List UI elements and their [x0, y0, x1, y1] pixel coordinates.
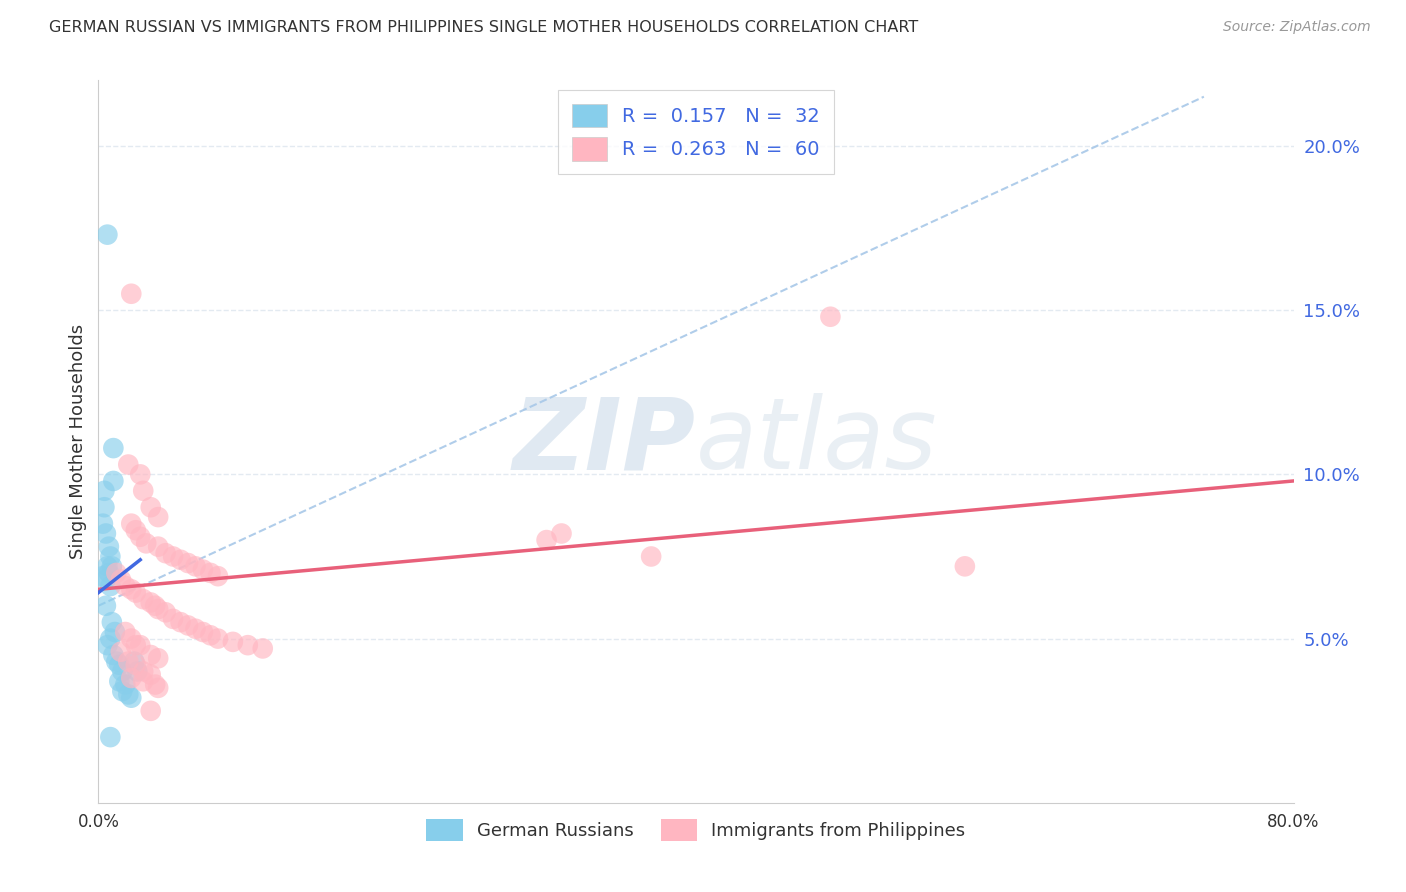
Point [120, 671, 142, 685]
Point [117, 458, 139, 472]
Point [97, 566, 120, 580]
Text: atlas: atlas [696, 393, 938, 490]
Point [139, 648, 162, 662]
Point [953, 559, 976, 574]
Text: ZIP: ZIP [513, 393, 696, 490]
Point [105, 655, 128, 669]
Point [143, 677, 166, 691]
Point [108, 657, 131, 672]
Point [91, 516, 114, 531]
Point [96, 227, 118, 242]
Point [536, 533, 558, 547]
Point [97, 540, 120, 554]
Point [125, 657, 148, 672]
Point [104, 625, 127, 640]
Point [184, 622, 207, 636]
Point [148, 651, 170, 665]
Point [117, 655, 139, 669]
Point [135, 536, 157, 550]
Point [200, 566, 222, 580]
Point [120, 632, 142, 646]
Point [550, 526, 572, 541]
Point [110, 573, 132, 587]
Point [222, 635, 245, 649]
Point [103, 441, 125, 455]
Point [114, 677, 136, 691]
Point [191, 625, 214, 640]
Text: Source: ZipAtlas.com: Source: ZipAtlas.com [1223, 20, 1371, 34]
Point [155, 546, 177, 560]
Point [132, 483, 155, 498]
Point [129, 638, 152, 652]
Legend: German Russians, Immigrants from Philippines: German Russians, Immigrants from Philipp… [419, 812, 973, 848]
Point [110, 645, 132, 659]
Point [93, 500, 115, 515]
Point [94, 526, 117, 541]
Point [111, 665, 134, 679]
Point [124, 655, 146, 669]
Point [169, 553, 191, 567]
Point [120, 286, 142, 301]
Point [125, 585, 148, 599]
Text: GERMAN RUSSIAN VS IMMIGRANTS FROM PHILIPPINES SINGLE MOTHER HOUSEHOLDS CORRELATI: GERMAN RUSSIAN VS IMMIGRANTS FROM PHILIP… [49, 20, 918, 35]
Point [162, 549, 184, 564]
Point [94, 573, 117, 587]
Point [640, 549, 662, 564]
Point [207, 632, 229, 646]
Point [120, 690, 142, 705]
Point [139, 595, 162, 609]
Point [177, 556, 200, 570]
Point [114, 625, 136, 640]
Point [820, 310, 842, 324]
Point [169, 615, 191, 630]
Point [117, 687, 139, 701]
Point [148, 510, 170, 524]
Point [184, 559, 207, 574]
Point [143, 599, 166, 613]
Point [93, 483, 115, 498]
Point [120, 516, 142, 531]
Point [91, 569, 114, 583]
Point [103, 648, 125, 662]
Point [177, 618, 200, 632]
Point [98, 549, 122, 564]
Point [162, 612, 184, 626]
Point [96, 638, 118, 652]
Point [207, 569, 229, 583]
Point [125, 523, 148, 537]
Point [139, 500, 162, 515]
Point [114, 579, 136, 593]
Point [101, 615, 124, 630]
Point [98, 632, 122, 646]
Point [252, 641, 274, 656]
Point [236, 638, 259, 652]
Point [96, 559, 118, 574]
Point [132, 674, 155, 689]
Point [139, 667, 162, 681]
Point [132, 592, 155, 607]
Point [191, 563, 214, 577]
Point [139, 704, 162, 718]
Point [94, 599, 117, 613]
Point [98, 579, 122, 593]
Point [200, 628, 222, 642]
Point [127, 665, 149, 679]
Point [132, 665, 155, 679]
Point [125, 638, 148, 652]
Point [129, 530, 152, 544]
Point [105, 566, 128, 580]
Point [108, 674, 131, 689]
Point [120, 582, 142, 597]
Point [148, 602, 170, 616]
Point [101, 559, 124, 574]
Y-axis label: Single Mother Households: Single Mother Households [69, 324, 87, 559]
Point [155, 605, 177, 619]
Point [129, 467, 152, 482]
Point [111, 684, 134, 698]
Point [148, 681, 170, 695]
Point [98, 730, 122, 744]
Point [148, 540, 170, 554]
Point [103, 474, 125, 488]
